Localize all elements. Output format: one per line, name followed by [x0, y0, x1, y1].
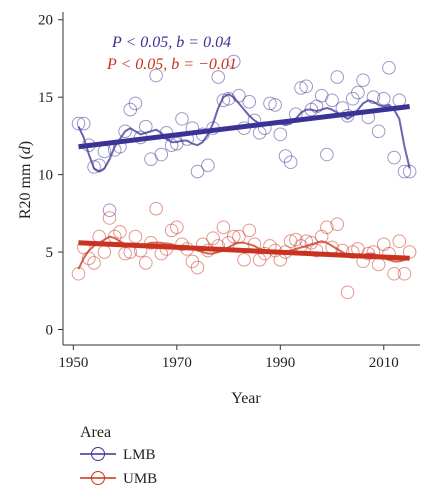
series-lmb [71, 54, 417, 218]
x-tick-label: 1950 [58, 355, 88, 371]
data-point-lmb [309, 99, 324, 114]
y-axis-title: R20 mm (d) [17, 141, 34, 219]
data-point-umb [102, 211, 117, 225]
data-point-umb [376, 237, 391, 252]
data-point-umb [149, 201, 163, 216]
legend-title: Area [80, 424, 111, 441]
legend: Area LMB UMB [80, 424, 157, 487]
umb-significance-annotation: P < 0.05, b = −0.01 [106, 56, 237, 73]
data-point-umb [320, 220, 334, 235]
legend-label-lmb: LMB [123, 447, 156, 463]
data-point-lmb [387, 150, 401, 165]
x-axis-title: Year [231, 390, 261, 407]
y-tick-label: 20 [38, 13, 53, 29]
data-point-lmb [268, 98, 282, 112]
data-point-lmb [294, 81, 308, 95]
legend-item-umb: UMB [80, 471, 157, 487]
data-point-lmb [211, 70, 226, 84]
data-point-lmb [263, 96, 277, 111]
y-ticks: 0 5 10 15 20 [38, 13, 63, 339]
data-point-umb [170, 220, 184, 235]
data-point-umb [392, 234, 407, 249]
data-point-lmb [102, 203, 117, 218]
data-point-umb [71, 266, 86, 281]
data-point-lmb [382, 60, 396, 75]
data-point-lmb [190, 164, 205, 179]
data-point-umb [330, 217, 345, 231]
data-point-umb [128, 229, 143, 244]
data-point-umb [206, 231, 220, 245]
data-point-umb [97, 245, 112, 259]
data-point-umb [340, 285, 355, 300]
data-point-lmb [376, 91, 391, 106]
data-point-lmb [71, 116, 86, 131]
data-point-lmb [216, 93, 231, 108]
data-point-lmb [154, 147, 169, 162]
data-point-umb [190, 260, 205, 275]
x-tick-label: 1970 [162, 355, 192, 371]
y-tick-label: 5 [46, 245, 54, 261]
y-tick-label: 0 [46, 323, 54, 339]
data-point-lmb [366, 90, 381, 104]
data-point-lmb [299, 79, 313, 94]
data-point-lmb [164, 138, 179, 152]
plot-area: 0 5 10 15 20 1950 1970 1990 2010 [38, 12, 420, 371]
series-layer [71, 54, 417, 300]
data-point-umb [299, 234, 313, 249]
data-point-umb [237, 253, 251, 267]
x-tick-label: 2010 [369, 355, 399, 371]
data-point-lmb [226, 54, 241, 69]
data-point-lmb [128, 96, 143, 111]
data-point-lmb [242, 95, 257, 109]
data-point-lmb [320, 147, 334, 162]
data-point-umb [397, 266, 412, 281]
lmb-significance-annotation: P < 0.05, b = 0.04 [111, 34, 231, 51]
series-umb [71, 201, 417, 300]
data-point-lmb [175, 112, 189, 126]
data-point-lmb [330, 70, 345, 84]
legend-label-umb: UMB [123, 471, 157, 487]
y-tick-label: 10 [38, 168, 53, 184]
data-point-lmb [87, 160, 101, 174]
data-point-umb [387, 266, 401, 281]
data-point-lmb [201, 158, 215, 173]
trend-line-lmb [78, 103, 410, 150]
data-point-lmb [252, 126, 267, 140]
data-point-umb [113, 225, 127, 239]
legend-marker-umb [91, 471, 105, 485]
data-point-umb [216, 220, 231, 235]
data-point-umb [175, 237, 189, 252]
data-point-lmb [325, 93, 339, 108]
data-point-umb [87, 256, 101, 270]
data-point-umb [402, 245, 417, 259]
data-point-umb [242, 223, 257, 238]
x-tick-label: 1990 [265, 355, 295, 371]
data-point-lmb [351, 85, 365, 100]
trend-line-umb [78, 240, 410, 261]
data-point-lmb [149, 68, 163, 83]
x-ticks: 1950 1970 1990 2010 [58, 345, 399, 371]
data-point-lmb [118, 124, 132, 139]
legend-marker-lmb [91, 447, 105, 461]
data-point-umb [226, 229, 241, 244]
data-point-lmb [371, 124, 386, 139]
data-point-umb [309, 243, 324, 258]
data-point-lmb [356, 73, 370, 87]
y-tick-label: 15 [38, 90, 53, 106]
legend-item-lmb: LMB [80, 447, 156, 463]
data-point-umb [138, 256, 153, 270]
data-point-umb [371, 257, 386, 272]
data-point-lmb [76, 116, 91, 131]
data-point-lmb [283, 155, 298, 170]
data-point-lmb [397, 164, 412, 179]
data-point-lmb [273, 127, 288, 142]
